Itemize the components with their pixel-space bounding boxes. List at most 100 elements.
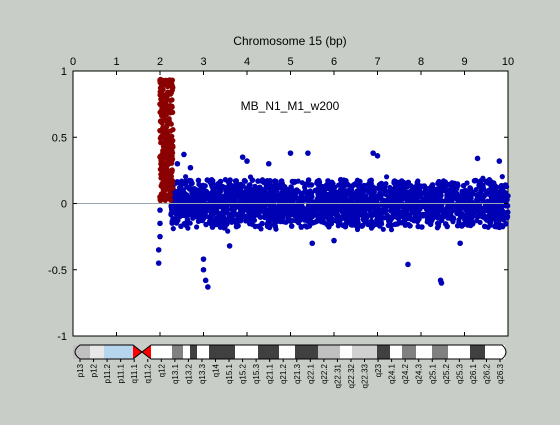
blue-point xyxy=(458,214,464,220)
red-point xyxy=(169,97,175,103)
band-label: p13 xyxy=(76,363,85,377)
blue-point xyxy=(278,178,285,184)
ideogram-outline xyxy=(74,344,507,360)
blue-point xyxy=(430,204,436,210)
blue-point xyxy=(398,178,405,184)
blue-point xyxy=(189,204,196,211)
blue-point xyxy=(256,184,263,191)
blue-point xyxy=(175,217,181,224)
blue-point xyxy=(254,206,261,212)
blue-point xyxy=(339,185,346,192)
red-point xyxy=(161,187,168,194)
blue-point xyxy=(367,178,373,184)
blue-point xyxy=(439,186,445,192)
blue-point xyxy=(429,192,436,198)
blue-point xyxy=(291,179,297,186)
y-tick-label: 1 xyxy=(61,66,67,78)
blue-point xyxy=(238,214,245,220)
blue-point xyxy=(169,206,175,213)
blue-point xyxy=(475,214,481,220)
blue-point xyxy=(284,197,291,204)
blue-point xyxy=(297,216,304,222)
centromere-right xyxy=(142,345,151,359)
blue-point xyxy=(253,194,259,200)
blue-point xyxy=(193,213,199,220)
blue-point xyxy=(245,216,252,223)
blue-point xyxy=(335,202,342,208)
red-point xyxy=(161,78,168,85)
blue-point xyxy=(303,213,309,219)
blue-point xyxy=(213,215,220,222)
blue-point xyxy=(225,178,231,185)
blue-point xyxy=(388,193,394,199)
blue-point xyxy=(218,193,224,200)
blue-point xyxy=(229,219,235,225)
blue-point xyxy=(447,206,454,213)
blue-point xyxy=(347,215,354,222)
blue-point xyxy=(262,214,269,221)
blue-point xyxy=(177,184,183,191)
band-label: q24.2 xyxy=(401,363,410,384)
blue-point xyxy=(205,284,211,290)
chromosome-ideogram: p13 p12 p11.2 p11.1 q11.1 q11.2 q12 q13.1 q13.2 q… xyxy=(73,344,507,388)
blue-point xyxy=(459,195,465,202)
red-point xyxy=(159,175,165,181)
blue-point xyxy=(484,191,491,197)
blue-point xyxy=(313,206,319,212)
annotation-label: MB_N1_M1_w200 xyxy=(241,99,340,113)
blue-point xyxy=(222,224,228,230)
blue-point xyxy=(208,221,215,227)
blue-point xyxy=(287,218,293,224)
blue-point xyxy=(354,201,361,207)
blue-point xyxy=(499,174,505,180)
blue-point xyxy=(215,181,221,187)
blue-point xyxy=(174,160,181,167)
blue-point xyxy=(182,208,188,214)
blue-point xyxy=(352,222,358,228)
blue-point xyxy=(382,189,388,195)
band-label: q26.3 xyxy=(496,363,505,384)
red-point xyxy=(163,174,170,180)
blue-point xyxy=(474,205,481,211)
blue-point xyxy=(188,178,194,184)
blue-point xyxy=(500,217,507,223)
red-point xyxy=(157,194,163,200)
band-label: q21.1 xyxy=(266,363,275,384)
blue-point xyxy=(243,186,250,192)
blue-point xyxy=(314,178,321,185)
blue-point xyxy=(442,221,449,227)
red-point xyxy=(168,192,174,198)
blue-point xyxy=(187,164,194,171)
x-tick-label: 3 xyxy=(200,56,206,68)
blue-point xyxy=(469,219,475,226)
blue-point xyxy=(255,178,261,184)
x-tick-label: 6 xyxy=(331,56,337,68)
blue-point xyxy=(473,200,479,206)
band-label: q14 xyxy=(211,363,220,377)
blue-point xyxy=(233,188,239,195)
red-point xyxy=(169,77,175,84)
red-point xyxy=(166,89,172,95)
blue-point xyxy=(288,223,295,229)
blue-point xyxy=(189,190,196,197)
blue-point xyxy=(427,200,434,206)
blue-point xyxy=(436,178,442,185)
blue-point xyxy=(202,183,208,189)
blue-point xyxy=(157,207,163,213)
blue-point xyxy=(324,221,330,228)
blue-point xyxy=(365,189,372,195)
blue-point xyxy=(416,192,422,198)
blue-point xyxy=(380,183,386,190)
blue-point xyxy=(348,187,354,193)
blue-point xyxy=(504,209,511,215)
blue-point xyxy=(497,212,504,218)
band-label: q22.2 xyxy=(320,363,329,384)
ideogram-band xyxy=(190,345,197,359)
blue-point xyxy=(226,243,233,249)
blue-point xyxy=(339,196,346,203)
red-point xyxy=(168,128,174,134)
blue-point xyxy=(373,202,379,209)
red-point xyxy=(159,134,165,141)
blue-point xyxy=(270,189,276,196)
